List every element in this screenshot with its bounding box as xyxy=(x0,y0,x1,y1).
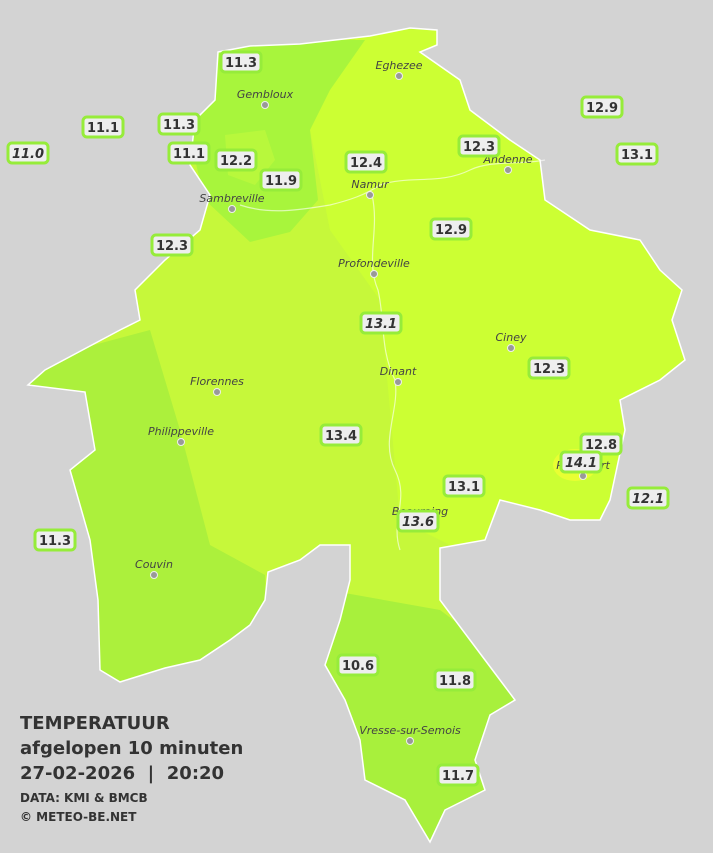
station-value: 12.9 xyxy=(435,223,467,238)
city-label: Sambreville xyxy=(199,192,264,205)
city-label: Namur xyxy=(351,178,390,191)
city-dot xyxy=(579,472,587,480)
city-label: Eghezee xyxy=(376,59,423,72)
city-dot xyxy=(406,737,414,745)
station-value: 12.3 xyxy=(463,140,495,155)
station-box xyxy=(157,112,201,136)
station-box xyxy=(457,134,501,158)
station-value: 11.0 xyxy=(12,147,44,162)
station-box xyxy=(6,141,50,165)
station-value: 10.6 xyxy=(342,659,374,674)
station-value: 12.3 xyxy=(156,239,188,254)
city-dot xyxy=(213,388,221,396)
city-dot xyxy=(370,270,378,278)
city-label: Florennes xyxy=(190,375,244,388)
station-box xyxy=(429,217,473,241)
station-value: 11.8 xyxy=(439,674,471,689)
station-value: 11.3 xyxy=(225,56,257,71)
station-box xyxy=(259,168,303,192)
station-value: 11.1 xyxy=(173,147,205,162)
station-value: 13.4 xyxy=(325,429,357,444)
city-dot xyxy=(507,344,515,352)
zone xyxy=(185,40,365,242)
station-box xyxy=(615,142,659,166)
legend-block: TEMPERATUUR afgelopen 10 minuten 27-02-2… xyxy=(20,711,243,827)
datetime: 27-02-2026 | 20:20 xyxy=(20,763,225,784)
station-box xyxy=(559,450,603,474)
station-value: 12.3 xyxy=(533,362,565,377)
station-box xyxy=(33,528,77,552)
station-value: 11.3 xyxy=(163,118,195,133)
city-dot xyxy=(504,166,512,174)
station-box xyxy=(336,653,380,677)
city-dot xyxy=(366,191,374,199)
river xyxy=(239,159,546,212)
subtitle: afgelopen 10 minuten xyxy=(20,738,244,759)
station-value: 11.3 xyxy=(39,534,71,549)
station-value: 11.1 xyxy=(87,121,119,136)
station-box xyxy=(344,150,388,174)
station-value: 11.7 xyxy=(442,769,474,784)
station-box xyxy=(81,115,125,139)
station-box xyxy=(527,356,571,380)
source: DATA: KMI & BMCB xyxy=(20,791,148,805)
station-box xyxy=(150,233,194,257)
station-value: 12.4 xyxy=(350,156,382,171)
station-box xyxy=(219,50,263,74)
station-value: 12.8 xyxy=(585,438,617,453)
city-dot xyxy=(177,438,185,446)
station-box xyxy=(359,311,403,335)
station-value: 13.1 xyxy=(448,480,480,495)
city-dot xyxy=(394,378,402,386)
title: TEMPERATUUR xyxy=(20,713,170,734)
station-box xyxy=(396,509,440,533)
city-label: Dinant xyxy=(380,365,417,378)
station-box xyxy=(442,474,486,498)
city-dot xyxy=(261,101,269,109)
station-value: 12.9 xyxy=(586,101,618,116)
city-dot xyxy=(395,72,403,80)
station-value: 13.1 xyxy=(621,148,653,163)
city-label: Ciney xyxy=(496,331,527,344)
station-box xyxy=(319,423,363,447)
city-dot xyxy=(228,205,236,213)
credit: © METEO-BE.NET xyxy=(20,810,137,824)
station-box xyxy=(214,148,258,172)
city-label: Profondeville xyxy=(338,257,410,270)
station-box xyxy=(433,668,477,692)
station-value: 14.1 xyxy=(565,456,597,471)
station-box xyxy=(626,486,670,510)
station-box xyxy=(436,763,480,787)
city-label: Gembloux xyxy=(237,88,294,101)
station-value: 13.1 xyxy=(365,317,397,332)
city-label: Vresse-sur-Semois xyxy=(359,724,461,737)
station-box xyxy=(167,141,211,165)
city-label: Philippeville xyxy=(148,425,214,438)
station-value: 12.2 xyxy=(220,154,252,169)
station-box xyxy=(580,95,624,119)
station-value: 11.9 xyxy=(265,174,297,189)
city-dot xyxy=(150,571,158,579)
city-label: Couvin xyxy=(135,558,173,571)
station-value: 13.6 xyxy=(402,515,434,530)
station-value: 12.1 xyxy=(632,492,664,507)
